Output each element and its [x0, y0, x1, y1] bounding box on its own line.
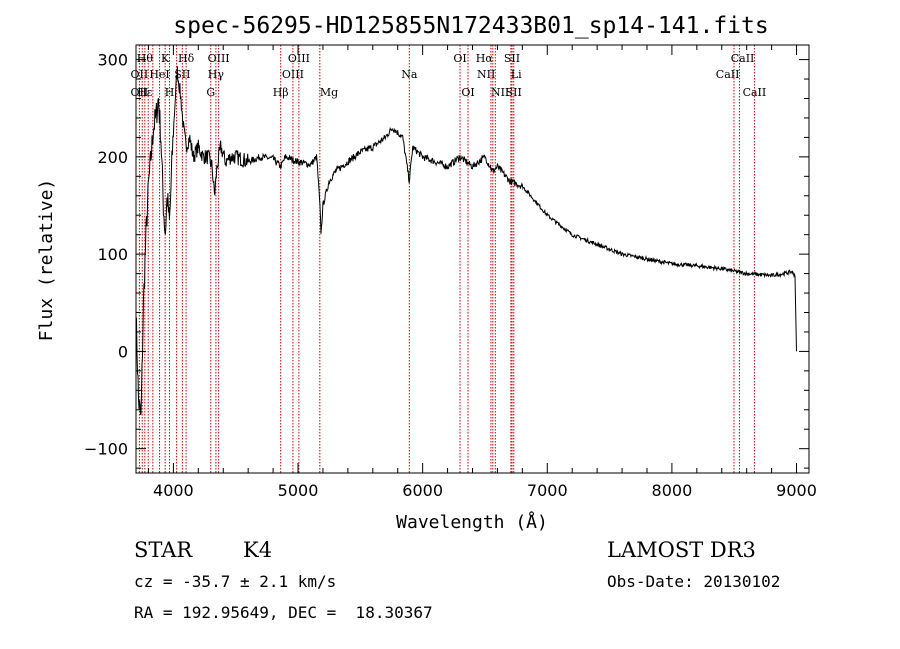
observation-date: Obs-Date: 20130102 [607, 572, 781, 591]
line-label: Hε [137, 86, 153, 99]
y-tick-label: 100 [97, 245, 128, 264]
spectral-subclass: K4 [243, 538, 273, 562]
line-label: SII [506, 86, 522, 99]
line-label: Na [401, 68, 418, 81]
line-label: SII [504, 52, 520, 65]
y-tick-label: 300 [97, 51, 128, 70]
y-tick-label: −100 [84, 440, 128, 459]
line-label: CaII [731, 52, 755, 65]
line-label: Mg [320, 86, 338, 99]
plot-frame [135, 44, 810, 474]
line-label: H [165, 86, 175, 99]
y-axis: −100 0 100 200 300 [84, 51, 809, 469]
line-label: Hδ [178, 52, 195, 65]
line-label: Li [511, 68, 522, 81]
line-label: OIII [282, 68, 304, 81]
line-label: OIII [288, 52, 310, 65]
emission-line-markers [138, 45, 755, 473]
x-tick-label: 8000 [652, 481, 693, 500]
x-tick-label: 6000 [402, 481, 443, 500]
line-label: OII [131, 68, 149, 81]
line-label: Hγ [208, 68, 225, 81]
line-label: CaII [743, 86, 767, 99]
line-label: CaII [716, 68, 740, 81]
line-label: OIII [208, 52, 230, 65]
line-label: Hθ [137, 52, 154, 65]
y-axis-label: Flux (relative) [36, 179, 57, 342]
flux-series-line [135, 66, 797, 416]
line-label: K [161, 52, 170, 65]
line-label: Hα [476, 52, 494, 65]
x-tick-label: 7000 [527, 481, 568, 500]
x-tick-label: 5000 [278, 481, 319, 500]
x-axis: 4000 5000 6000 7000 8000 9000 [147, 45, 817, 500]
line-label: OI [461, 86, 474, 99]
line-label: NII [477, 68, 495, 81]
line-label: HeI [149, 68, 169, 81]
emission-line-labels: Hθ K Hδ OIII OIII OI Hα SII CaII OII HeI SII Hγ OIII N… [131, 52, 767, 99]
object-class: STAR [134, 538, 193, 562]
redshift-text: cz = -35.7 ± 2.1 km/s [134, 572, 337, 591]
line-label: OI [453, 52, 466, 65]
y-tick-label: 0 [118, 342, 128, 361]
line-label: OII [131, 86, 149, 99]
x-tick-label: 9000 [776, 481, 817, 500]
coordinates-text: RA = 192.95649, DEC = 18.30367 [134, 603, 433, 622]
line-label: NII [491, 86, 509, 99]
y-tick-label: 200 [97, 148, 128, 167]
x-axis-label: Wavelength (Å) [396, 511, 548, 533]
line-label: G [206, 86, 215, 99]
survey-name: LAMOST DR3 [607, 538, 756, 562]
x-tick-label: 4000 [153, 481, 194, 500]
line-label: Hβ [273, 86, 289, 99]
chart-title: spec-56295-HD125855N172433B01_sp14-141.f… [173, 13, 768, 39]
line-label: SII [174, 68, 190, 81]
